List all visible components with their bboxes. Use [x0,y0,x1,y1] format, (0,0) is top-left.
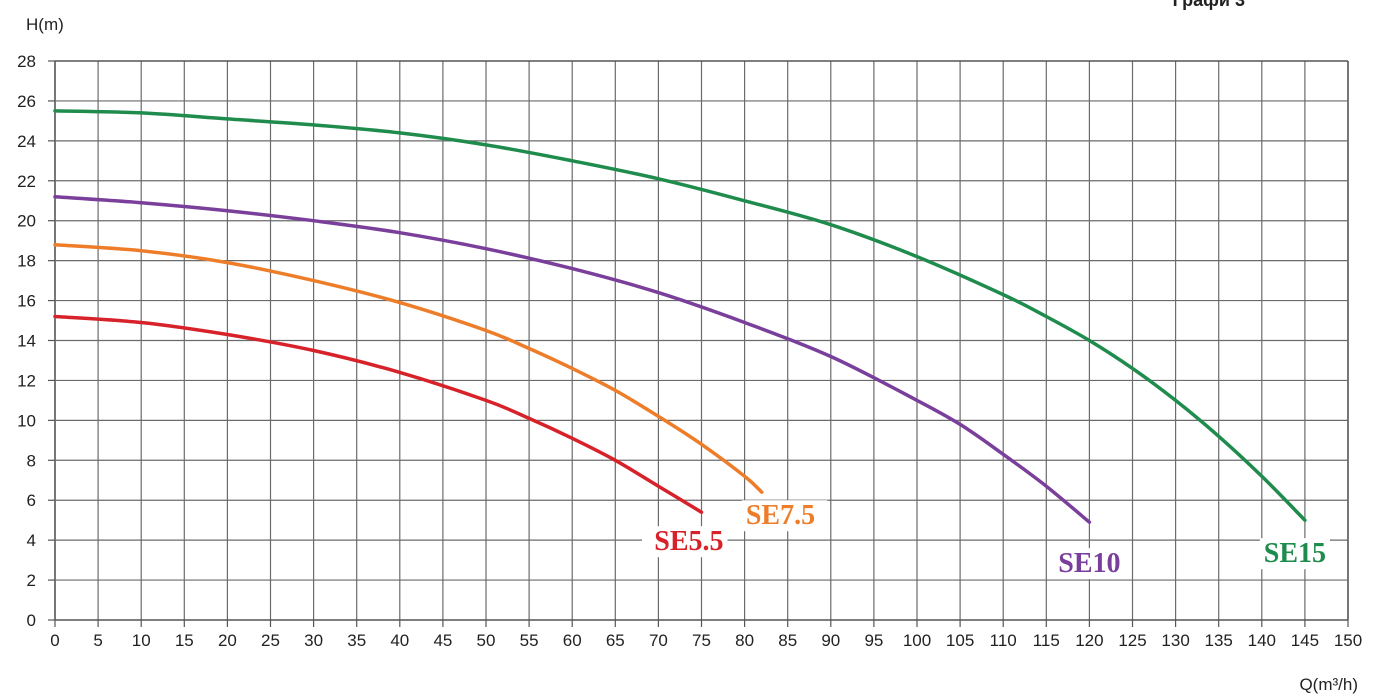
x-tick-label: 105 [946,631,974,650]
series-line-se10 [53,195,1092,524]
y-tick-label: 10 [17,411,36,430]
grid [48,60,1349,627]
x-tick-label: 30 [304,631,323,650]
x-tick-label: 65 [606,631,625,650]
x-tick-label: 55 [520,631,539,650]
x-tick-label: 100 [903,631,931,650]
x-tick-label: 60 [563,631,582,650]
x-tick-label: 135 [1205,631,1233,650]
series-label-se15: SE15 [1264,538,1326,569]
x-tick-label: 45 [433,631,452,650]
x-tick-label: 145 [1291,631,1319,650]
x-tick-label: 25 [261,631,280,650]
series-label-se7-5: SE7.5 [746,500,815,531]
series-lines [53,109,1307,524]
x-tick-label: 20 [218,631,237,650]
x-tick-label: 50 [477,631,496,650]
y-tick-label: 4 [27,531,36,550]
y-tick-label: 22 [17,172,36,191]
y-tick-label: 12 [17,371,36,390]
y-axis-title: H(m) [26,15,64,34]
y-tick-label: 18 [17,252,36,271]
x-tick-label: 15 [175,631,194,650]
x-tick-label: 40 [390,631,409,650]
x-tick-label: 80 [735,631,754,650]
tick-labels: 0 5 10 15 20 25 30 35 40 45 50 55 60 65 70 75 80 85 90 95 10… [17,52,1362,650]
x-tick-label: 130 [1161,631,1189,650]
series-labels: SE5.5 SE7.5 SE10 SE15 [642,500,1330,580]
x-tick-label: 95 [864,631,883,650]
x-tick-label: 120 [1075,631,1103,650]
chart-title: Графи 3 [1173,0,1245,10]
y-tick-label: 6 [27,491,36,510]
x-tick-label: 115 [1033,631,1060,650]
x-tick-label: 90 [821,631,840,650]
x-tick-label: 125 [1118,631,1146,650]
x-tick-label: 110 [990,631,1017,650]
y-tick-label: 26 [17,92,36,111]
y-tick-label: 20 [17,212,36,231]
series-line-se15 [53,109,1307,522]
x-tick-label: 140 [1248,631,1276,650]
x-tick-label: 35 [347,631,366,650]
series-line-se5-5 [53,314,704,514]
x-axis-title: Q(m³/h) [1299,675,1358,694]
y-tick-label: 8 [27,451,36,470]
y-tick-label: 0 [27,611,36,630]
series-label-se5-5: SE5.5 [654,526,723,557]
x-tick-label: 75 [692,631,711,650]
x-tick-label: 150 [1334,631,1362,650]
series-line-se7-5 [53,242,764,494]
y-tick-label: 28 [17,52,36,71]
y-tick-label: 16 [17,292,36,311]
y-tick-label: 24 [17,132,36,151]
series-label-bg [741,500,828,532]
x-tick-label: 0 [50,631,59,650]
series-label-bg [1054,548,1125,580]
x-tick-label: 85 [778,631,797,650]
series-label-bg [642,526,728,558]
y-tick-label: 14 [17,332,36,351]
x-tick-label: 10 [132,631,151,650]
series-label-se10: SE10 [1058,548,1120,579]
series-label-bg [1259,538,1330,570]
x-tick-label: 70 [649,631,668,650]
x-tick-label: 5 [93,631,102,650]
y-tick-label: 2 [27,571,36,590]
